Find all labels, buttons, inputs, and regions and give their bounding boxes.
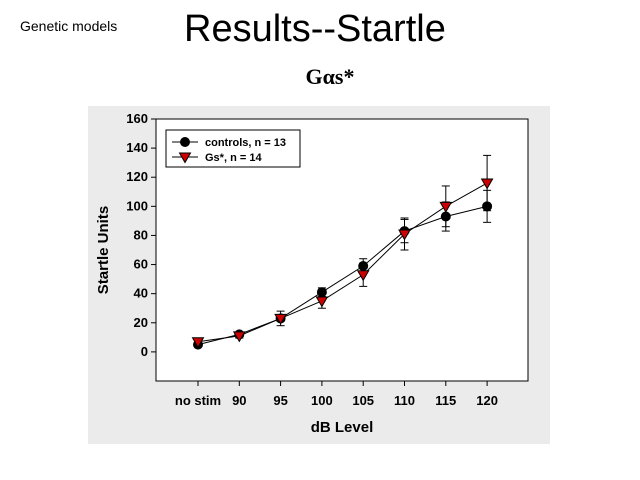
legend-box: [165, 129, 301, 168]
y-tick-label: 140: [126, 140, 148, 155]
data-point: [356, 270, 370, 282]
x-tick-label: no stim: [175, 393, 221, 408]
data-point: [439, 201, 453, 213]
x-tick-label: 105: [352, 393, 374, 408]
x-tick-label: 120: [476, 393, 498, 408]
y-tick-label: 100: [126, 198, 148, 213]
x-axis-label: dB Level: [311, 419, 374, 436]
y-tick-label: 120: [126, 169, 148, 184]
x-tick-label: 115: [435, 393, 456, 408]
y-tick-label: 0: [141, 344, 148, 359]
x-tick-label: 90: [232, 393, 246, 408]
y-tick-label: 40: [134, 286, 148, 301]
chart-title: Gαs*: [305, 64, 355, 89]
y-axis-label: Startle Units: [95, 206, 112, 294]
y-tick-label: 80: [134, 227, 148, 242]
legend-marker: [178, 152, 192, 164]
series-line: [197, 205, 488, 346]
x-tick-label: 110: [394, 393, 415, 408]
data-point: [398, 229, 411, 241]
series-line: [197, 182, 488, 343]
slide-section-label: Genetic models: [20, 18, 118, 34]
y-tick-label: 60: [134, 257, 148, 272]
slide-title: Results--Startle: [184, 8, 446, 50]
data-point: [232, 331, 246, 343]
x-tick-label: 95: [273, 393, 287, 408]
y-tick-label: 20: [134, 315, 148, 330]
data-point: [191, 337, 205, 349]
data-point: [315, 296, 329, 308]
series-gs-star: [191, 154, 494, 349]
x-tick-label: 100: [311, 393, 333, 408]
data-point: [480, 178, 494, 190]
y-tick-label: 160: [126, 111, 148, 126]
legend-label: controls, n = 13: [205, 137, 286, 149]
legend-marker: [180, 137, 190, 147]
legend-label: Gs*, n = 14: [205, 152, 262, 164]
data-point: [274, 313, 287, 325]
